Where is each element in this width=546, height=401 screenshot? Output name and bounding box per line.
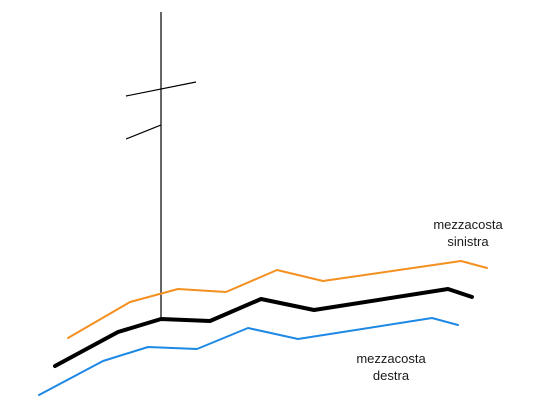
left-slope-line bbox=[67, 260, 488, 339]
pole-crossbar-lower bbox=[125, 124, 162, 140]
left-slope-label-line2: sinistra bbox=[447, 234, 489, 249]
pole-crossbar-upper bbox=[125, 81, 197, 97]
center-axis-line bbox=[53, 287, 474, 368]
right-slope-label: mezzacosta destra bbox=[343, 350, 439, 384]
right-slope-label-line1: mezzacosta bbox=[356, 351, 426, 366]
left-slope-label-line1: mezzacosta bbox=[433, 217, 503, 232]
right-slope-label-line2: destra bbox=[372, 368, 410, 383]
left-slope-label: mezzacosta sinistra bbox=[420, 216, 516, 250]
right-slope-line bbox=[38, 317, 459, 396]
